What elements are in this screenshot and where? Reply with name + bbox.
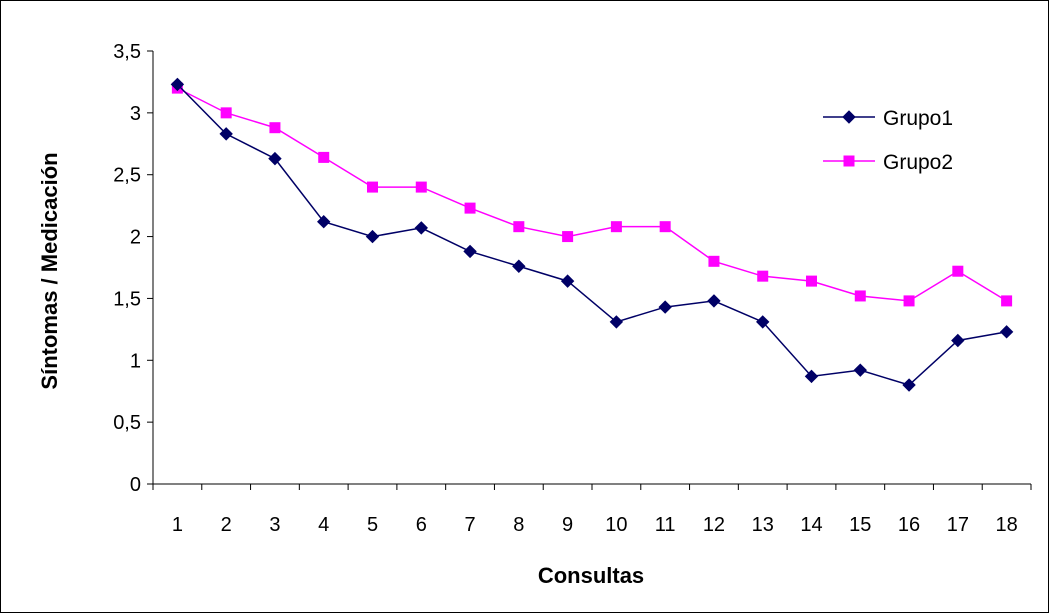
data-point — [318, 151, 330, 163]
axes — [147, 50, 1032, 490]
data-point — [707, 294, 721, 308]
legend-label: Grupo2 — [883, 151, 953, 174]
y-tick-label: 0 — [130, 474, 141, 496]
x-tick-label: 3 — [269, 514, 280, 536]
data-point — [708, 255, 720, 267]
data-point — [952, 265, 964, 277]
x-tick-label: 15 — [849, 514, 871, 536]
data-point — [562, 231, 574, 243]
data-point — [804, 369, 819, 384]
x-tick-label: 12 — [703, 514, 725, 536]
data-point — [414, 221, 428, 235]
x-tick-label: 13 — [752, 514, 774, 536]
data-point — [902, 378, 916, 392]
data-point — [1001, 295, 1013, 307]
data-point — [999, 325, 1014, 339]
x-tick-label: 9 — [562, 514, 573, 536]
data-point — [951, 333, 965, 348]
data-point — [269, 122, 281, 134]
legend-entry: Grupo1 — [823, 107, 953, 130]
data-point — [464, 202, 476, 214]
series-line — [176, 83, 1007, 386]
y-tick-label: 0,5 — [113, 412, 141, 434]
data-point — [658, 300, 672, 314]
x-tick-label: 1 — [172, 514, 183, 536]
x-tick-label: 5 — [367, 514, 378, 536]
x-axis-title: Consultas — [538, 563, 644, 588]
legend-marker — [842, 110, 856, 124]
x-tick-label: 7 — [464, 514, 475, 536]
data-point — [365, 229, 380, 244]
data-point — [170, 77, 185, 92]
data-point — [513, 221, 525, 233]
x-tick-label: 17 — [947, 514, 969, 536]
data-point — [854, 290, 866, 302]
x-tick-label: 4 — [318, 514, 329, 536]
legend: Grupo1 Grupo2 — [823, 107, 953, 174]
data-point — [756, 315, 770, 329]
series-line — [177, 87, 1008, 302]
x-tick-label: 18 — [995, 514, 1017, 536]
tick-labels: 00,511,522,533,51 2 3 4 5 6 7 8 9 10 11 12 13 14 15 16 1… — [113, 41, 1018, 536]
data-point — [560, 274, 575, 288]
x-tick-label: 10 — [605, 514, 627, 536]
data-point — [903, 295, 915, 307]
y-tick-label: 3 — [130, 103, 141, 125]
x-tick-label: 16 — [898, 514, 920, 536]
x-tick-label: 6 — [416, 514, 427, 536]
legend-label: Grupo1 — [883, 107, 953, 130]
series-lines — [170, 77, 1014, 392]
x-tick-label: 2 — [221, 514, 232, 536]
y-axis-title: Síntomas / Medicación — [37, 152, 62, 389]
y-tick-label: 3,5 — [113, 41, 141, 63]
data-point — [659, 221, 671, 233]
y-tick-label: 2 — [130, 227, 141, 249]
legend-marker — [843, 155, 855, 167]
data-point — [853, 363, 867, 377]
data-point — [367, 181, 378, 193]
data-point — [415, 181, 427, 193]
data-point — [806, 275, 817, 287]
data-point — [220, 107, 232, 119]
y-tick-label: 1,5 — [113, 288, 141, 310]
series-grupo1 — [170, 77, 1014, 392]
data-point — [609, 315, 624, 329]
x-tick-label: 11 — [655, 514, 676, 536]
x-tick-label: 14 — [800, 514, 822, 536]
data-point — [463, 244, 477, 259]
data-point — [610, 221, 622, 233]
y-tick-label: 2,5 — [113, 165, 141, 187]
data-point — [268, 151, 282, 166]
data-point — [512, 259, 526, 273]
data-point — [219, 127, 233, 141]
data-point — [757, 270, 769, 282]
legend-entry: Grupo2 — [823, 151, 953, 174]
data-point — [317, 215, 331, 229]
y-tick-label: 1 — [130, 350, 141, 372]
x-tick-label: 8 — [513, 514, 524, 536]
